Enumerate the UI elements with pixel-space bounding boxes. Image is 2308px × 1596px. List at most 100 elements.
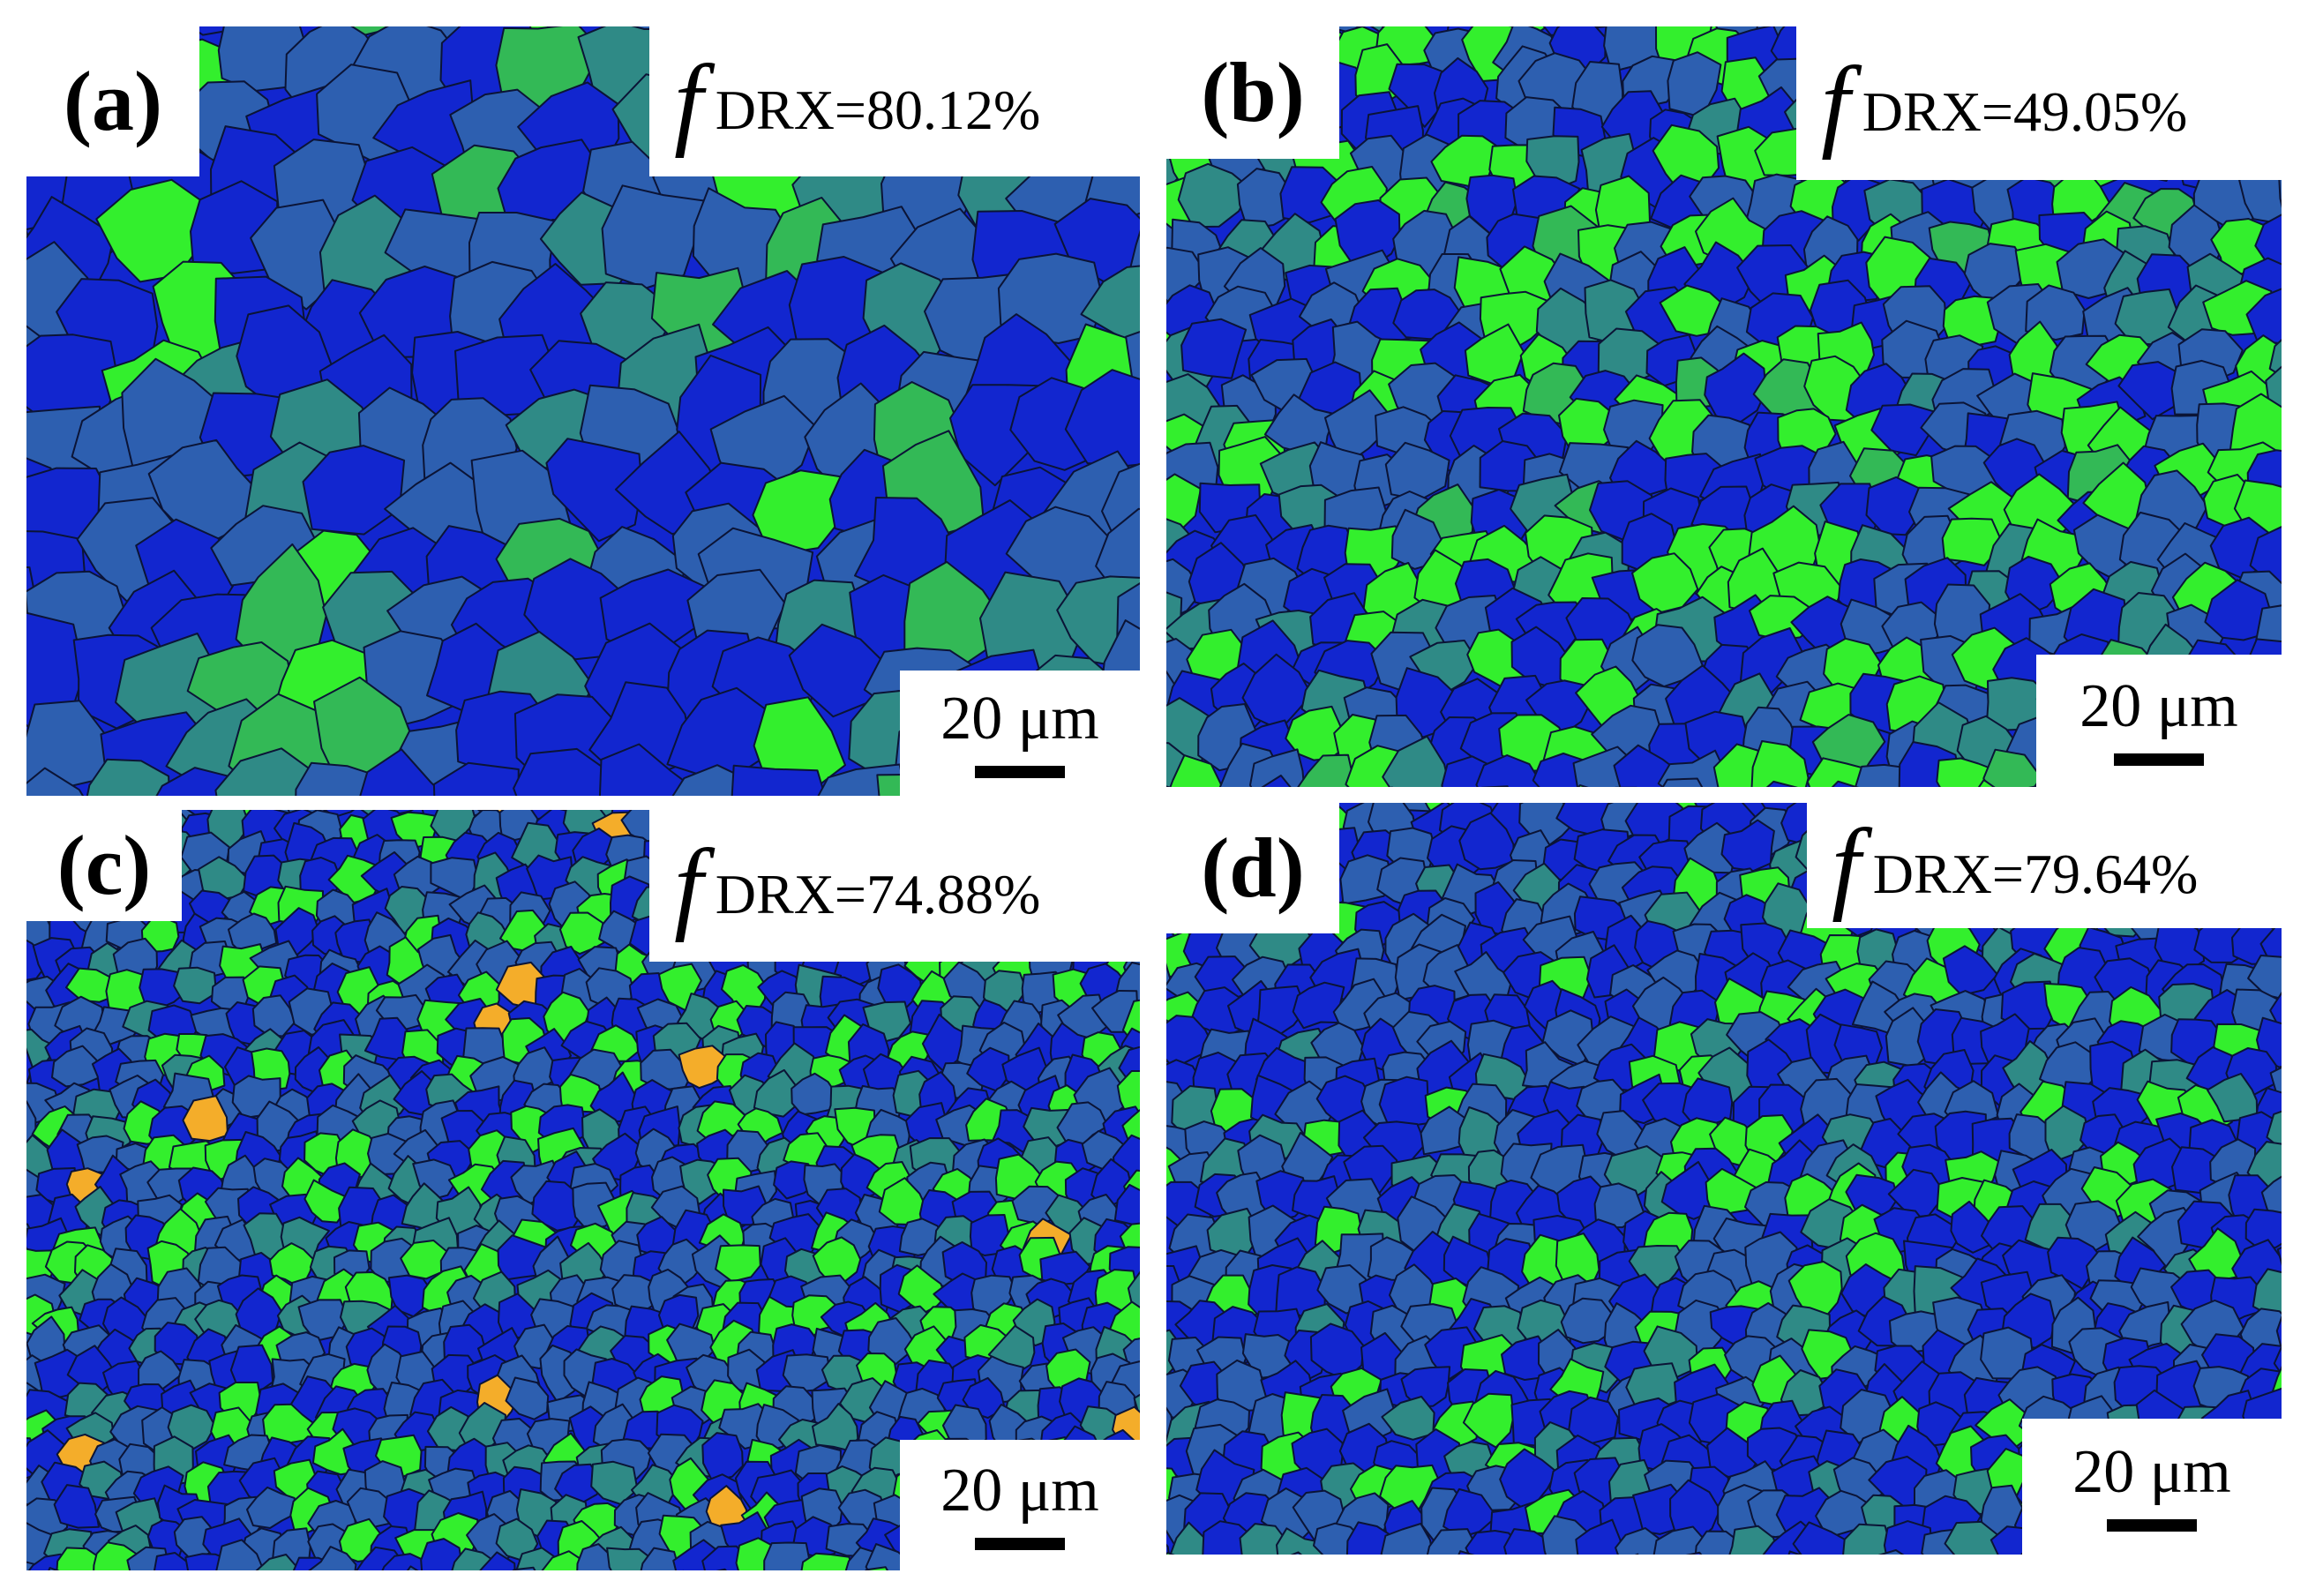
grain (2252, 1268, 2282, 1320)
grain (246, 1486, 296, 1529)
grain (323, 810, 356, 818)
f-symbol: f (674, 43, 703, 159)
f-symbol: f (674, 828, 703, 943)
grain (2168, 204, 2225, 270)
grain (678, 1045, 729, 1090)
grain (1685, 1551, 1703, 1555)
grain (1481, 785, 1509, 787)
grain (1056, 1101, 1109, 1146)
grain (167, 1404, 216, 1450)
grain (1728, 1525, 1780, 1555)
grain (93, 1541, 138, 1570)
grain (590, 1460, 639, 1505)
grain (1166, 785, 1172, 787)
grain (420, 1538, 463, 1570)
grain (763, 1541, 812, 1570)
panel-label: (c) (56, 818, 152, 912)
grain (701, 1432, 744, 1482)
grain (1577, 784, 1589, 787)
grain (640, 1547, 680, 1570)
grain (359, 748, 446, 796)
grain (1765, 780, 1798, 787)
drx-fraction: DRX=49.05% (1862, 80, 2188, 143)
grain (255, 1554, 300, 1570)
grain (1292, 981, 1345, 1030)
grain (1400, 1366, 1451, 1408)
grain (554, 1463, 601, 1503)
grain (1982, 748, 2041, 787)
grain (479, 1551, 516, 1570)
drx-fraction-box-c: f DRX=74.88% (649, 810, 1140, 962)
grain (1980, 1326, 2034, 1380)
scale-bar-box-a: 20 μm (900, 671, 1140, 796)
scale-label: 20 μm (2079, 672, 2238, 740)
grain (26, 767, 85, 796)
grain (512, 1566, 536, 1570)
grain (1127, 1270, 1140, 1311)
grain (1705, 1167, 1757, 1218)
grain (1378, 1075, 1432, 1128)
grain (1464, 323, 1525, 385)
grain (406, 1565, 419, 1570)
grain (2245, 288, 2282, 345)
grain (505, 1376, 550, 1420)
panel-label-box-d: (d) (1166, 803, 1339, 933)
grain (1290, 1551, 1303, 1555)
panel-label: (d) (1201, 820, 1305, 915)
grain (1180, 318, 1248, 379)
drx-fraction: DRX=74.88% (715, 863, 1041, 925)
grain (1575, 1518, 1624, 1555)
drx-fraction-box-a: f DRX=80.12% (649, 26, 1140, 176)
scale-bar (975, 1538, 1065, 1550)
grain (1166, 246, 1208, 308)
grain (215, 1539, 265, 1570)
grain (1239, 1523, 1289, 1555)
grain (214, 747, 324, 796)
grain (1261, 775, 1292, 787)
grain (1842, 1523, 1892, 1555)
scale-label: 20 μm (940, 685, 1099, 753)
grain (53, 1484, 100, 1529)
micrograph-panel-d: (d) f DRX=79.64% 20 μm (1166, 803, 2282, 1555)
scale-bar-box-b: 20 μm (2036, 655, 2282, 787)
grain (1113, 1183, 1140, 1226)
grain (2275, 1315, 2282, 1351)
drx-fraction: DRX=79.64% (1872, 843, 2199, 905)
grain (1475, 754, 1542, 787)
grain (1297, 753, 1357, 787)
grain (308, 1546, 357, 1570)
grain (1631, 624, 1705, 688)
drx-fraction: DRX=80.12% (715, 79, 1041, 141)
grain (381, 1553, 429, 1570)
scale-bar (2114, 753, 2204, 766)
grain (1950, 1200, 1995, 1254)
f-symbol: f (1821, 45, 1850, 161)
panel-label: (a) (64, 54, 162, 148)
grain (86, 758, 170, 796)
grain (387, 1274, 433, 1318)
grain (1977, 779, 1996, 787)
grain (432, 761, 520, 796)
grain (606, 1547, 651, 1570)
panel-label-box-c: (c) (26, 810, 182, 921)
grain (731, 764, 827, 796)
grain (1064, 369, 1140, 468)
grain (173, 966, 217, 1005)
grain (2266, 1110, 2282, 1150)
grain (1276, 1527, 1329, 1555)
grain (1975, 1398, 2037, 1448)
grain (541, 1550, 588, 1570)
grain (1870, 403, 1936, 457)
grain (1936, 757, 1997, 787)
grain (753, 1068, 806, 1118)
grain (1661, 777, 1704, 787)
grain (1657, 749, 1728, 787)
grain (1116, 1070, 1140, 1117)
grain (2249, 526, 2282, 589)
grain (1750, 740, 1810, 787)
grain (715, 1244, 761, 1283)
grain (864, 1566, 889, 1570)
grain (26, 1047, 34, 1085)
grain-map-c (26, 810, 1140, 1570)
grain (1169, 754, 1223, 787)
